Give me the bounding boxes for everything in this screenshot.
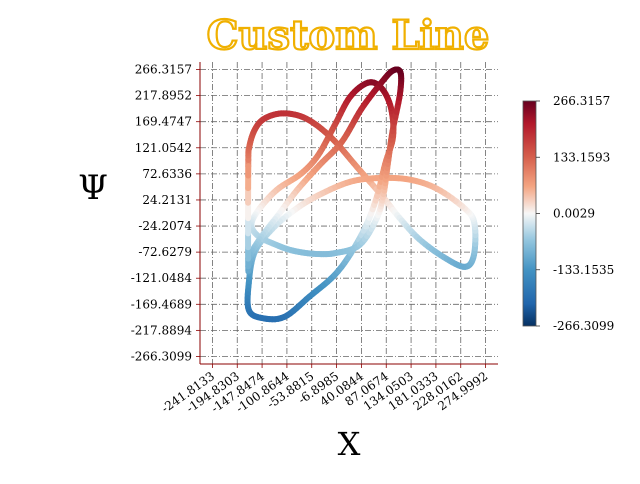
y-tick-label: -24.2074 xyxy=(138,219,192,233)
colorbar-tick-label: -266.3099 xyxy=(553,319,614,333)
grid xyxy=(200,62,498,364)
axes xyxy=(196,62,498,368)
tick-labels: -241.8133-194.8303-147.8474-100.8644-53.… xyxy=(131,63,491,416)
y-tick-label: -169.4689 xyxy=(131,297,192,311)
y-tick-label: 121.0542 xyxy=(135,141,192,155)
y-tick-label: 72.6336 xyxy=(142,167,192,181)
x-axis-label: X xyxy=(338,425,361,463)
y-tick-label: -217.8894 xyxy=(131,323,193,337)
y-tick-label: 24.2131 xyxy=(142,193,192,207)
y-tick-label: 217.8952 xyxy=(135,89,192,103)
y-tick-label: 266.3157 xyxy=(135,63,192,77)
y-tick-label: -121.0484 xyxy=(131,271,193,285)
y-tick-label: -72.6279 xyxy=(138,245,192,259)
colorbar: 266.3157 133.1593 0.0029 -133.1535 -266.3099 xyxy=(523,94,614,333)
colorbar-tick-label: 266.3157 xyxy=(553,94,610,108)
y-tick-label: 169.4747 xyxy=(135,115,192,129)
colorbar-tick-label: -133.1535 xyxy=(553,263,614,277)
colorbar-tick-label: 0.0029 xyxy=(553,207,595,221)
chart-title: Custom Line xyxy=(207,12,490,59)
colorbar-gradient xyxy=(523,101,536,326)
y-axis-label: Ψ xyxy=(78,168,108,208)
colorbar-tick-label: 133.1593 xyxy=(553,150,610,164)
y-tick-label: -266.3099 xyxy=(131,349,192,363)
